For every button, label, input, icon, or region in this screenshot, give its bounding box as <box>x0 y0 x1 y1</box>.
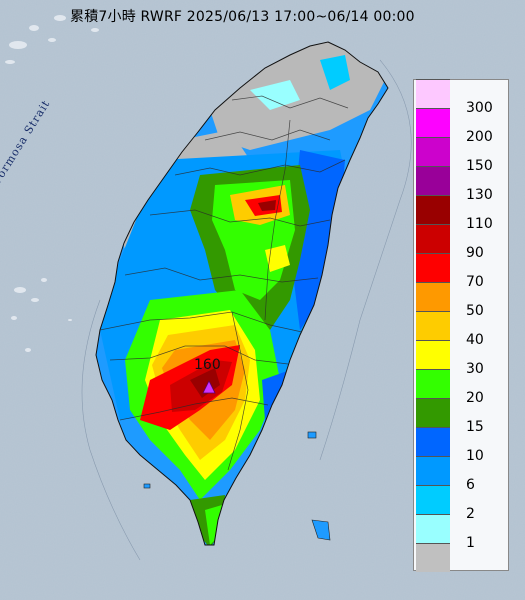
legend-label: 150 <box>466 158 493 174</box>
legend-label: 40 <box>466 332 484 348</box>
legend-label: 10 <box>466 448 484 464</box>
legend-label: 20 <box>466 390 484 406</box>
legend-label: 1 <box>466 535 475 551</box>
legend-item: 110 <box>414 195 508 232</box>
legend-swatch <box>416 427 450 456</box>
legend-label: 70 <box>466 274 484 290</box>
offshore-islands <box>143 431 331 541</box>
legend-item <box>414 543 508 572</box>
legend-swatch <box>416 369 450 398</box>
legend: 300 200 150 130 110 90 70 50 40 30 20 15 10 6 2 1 <box>413 79 509 572</box>
triangle-marker-icon <box>202 380 216 394</box>
legend-swatch <box>416 485 450 514</box>
legend-item: 30 <box>414 340 508 377</box>
map-title: 累積7小時 RWRF 2025/06/13 17:00~06/14 00:00 <box>70 9 415 25</box>
legend-label: 15 <box>466 419 484 435</box>
legend-item: 300 <box>414 79 508 116</box>
legend-label: 2 <box>466 506 475 522</box>
legend-swatch <box>416 340 450 369</box>
legend-label: 130 <box>466 187 493 203</box>
bathymetry-lines <box>81 59 412 561</box>
legend-swatch <box>416 398 450 427</box>
legend-item: 40 <box>414 311 508 348</box>
legend-label: 200 <box>466 129 493 145</box>
legend-item: 70 <box>414 253 508 290</box>
legend-swatch <box>416 253 450 282</box>
legend-swatch <box>416 79 450 108</box>
legend-swatch <box>416 282 450 311</box>
legend-item: 10 <box>414 427 508 464</box>
legend-swatch <box>416 311 450 340</box>
legend-label: 30 <box>466 361 484 377</box>
legend-swatch <box>416 166 450 195</box>
legend-item: 20 <box>414 369 508 406</box>
legend-label: 110 <box>466 216 493 232</box>
legend-swatch <box>416 224 450 253</box>
legend-swatch <box>416 514 450 543</box>
legend-item: 200 <box>414 108 508 145</box>
legend-item: 50 <box>414 282 508 319</box>
legend-item: 90 <box>414 224 508 261</box>
legend-swatch <box>416 456 450 485</box>
legend-label: 50 <box>466 303 484 319</box>
peak-value-label: 160 <box>194 357 221 373</box>
legend-label: 6 <box>466 477 475 493</box>
legend-item: 15 <box>414 398 508 435</box>
legend-item: 1 <box>414 514 508 551</box>
legend-swatch <box>416 543 450 572</box>
legend-item: 2 <box>414 485 508 522</box>
sea-clutter <box>5 15 99 352</box>
legend-item: 130 <box>414 166 508 203</box>
legend-label: 300 <box>466 100 493 116</box>
legend-swatch <box>416 137 450 166</box>
legend-item: 150 <box>414 137 508 174</box>
legend-item: 6 <box>414 456 508 493</box>
legend-label: 90 <box>466 245 484 261</box>
legend-swatch <box>416 195 450 224</box>
legend-swatch <box>416 108 450 137</box>
county-boundaries <box>99 95 349 471</box>
